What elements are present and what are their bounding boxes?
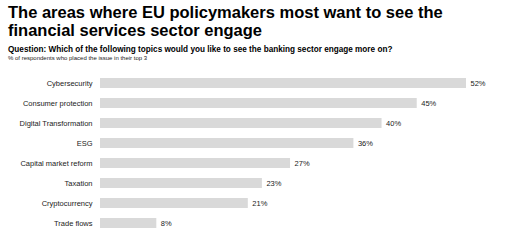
- svg-text:36%: 36%: [358, 139, 373, 148]
- html-text:Question: Which of the followi: Question: Which of the following topics …: [8, 44, 393, 54]
- svg-text:52%: 52%: [471, 79, 486, 88]
- svg-text:Consumer protection: Consumer protection: [23, 99, 93, 108]
- svg-text:ESG: ESG: [77, 139, 93, 148]
- svg-text:Cybersecurity: Cybersecurity: [47, 79, 93, 88]
- svg-text:Taxation: Taxation: [65, 179, 93, 188]
- svg-text:Trade flows: Trade flows: [54, 219, 93, 228]
- svg-text:21%: 21%: [252, 199, 267, 208]
- svg-text:27%: 27%: [295, 159, 310, 168]
- svg-text:Capital market reform: Capital market reform: [20, 159, 92, 168]
- svg-text:40%: 40%: [386, 119, 401, 128]
- svg-text:45%: 45%: [421, 99, 436, 108]
- html-text:% of respondents who placed th: % of respondents who placed the issue in…: [8, 54, 148, 61]
- svg-text:Digital Transformation: Digital Transformation: [20, 119, 93, 128]
- svg-text:8%: 8%: [161, 219, 172, 228]
- svg-text:23%: 23%: [266, 179, 281, 188]
- svg-text:Cryptocurrency: Cryptocurrency: [42, 199, 93, 208]
- html-text:The areas where EU policymaker: The areas where EU policymakers most wan…: [8, 3, 443, 39]
